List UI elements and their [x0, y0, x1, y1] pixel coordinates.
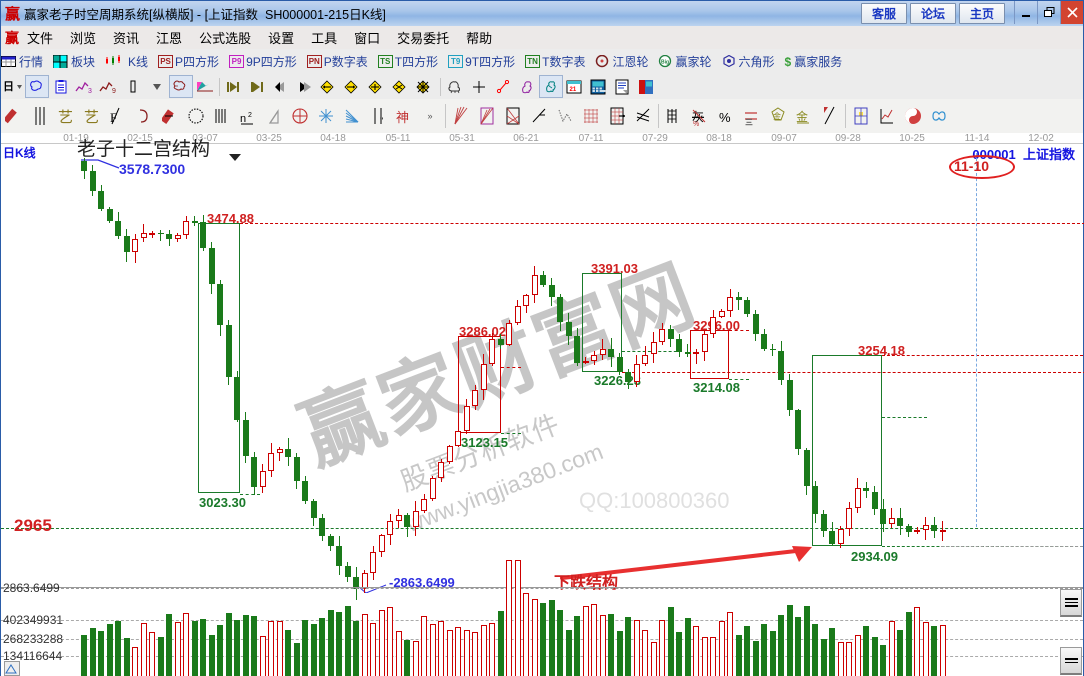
svg-text:21: 21 — [570, 87, 577, 93]
svg-text:Big: Big — [661, 60, 669, 66]
svg-text:3: 3 — [88, 88, 92, 94]
svg-text:n: n — [240, 113, 246, 125]
svg-text:艺: 艺 — [84, 109, 99, 126]
svg-text:艺: 艺 — [58, 109, 73, 126]
svg-text:金: 金 — [796, 109, 808, 124]
svg-text:神: 神 — [396, 110, 409, 125]
svg-text:三: 三 — [745, 118, 753, 127]
svg-text:9: 9 — [112, 88, 116, 94]
svg-text:F: F — [110, 110, 117, 125]
svg-text:日: 日 — [3, 80, 14, 93]
svg-text:2: 2 — [248, 112, 252, 119]
svg-text:%: % — [693, 121, 699, 127]
svg-text:金: 金 — [773, 111, 781, 121]
svg-text:%: % — [719, 110, 731, 125]
svg-text:": " — [380, 116, 383, 126]
